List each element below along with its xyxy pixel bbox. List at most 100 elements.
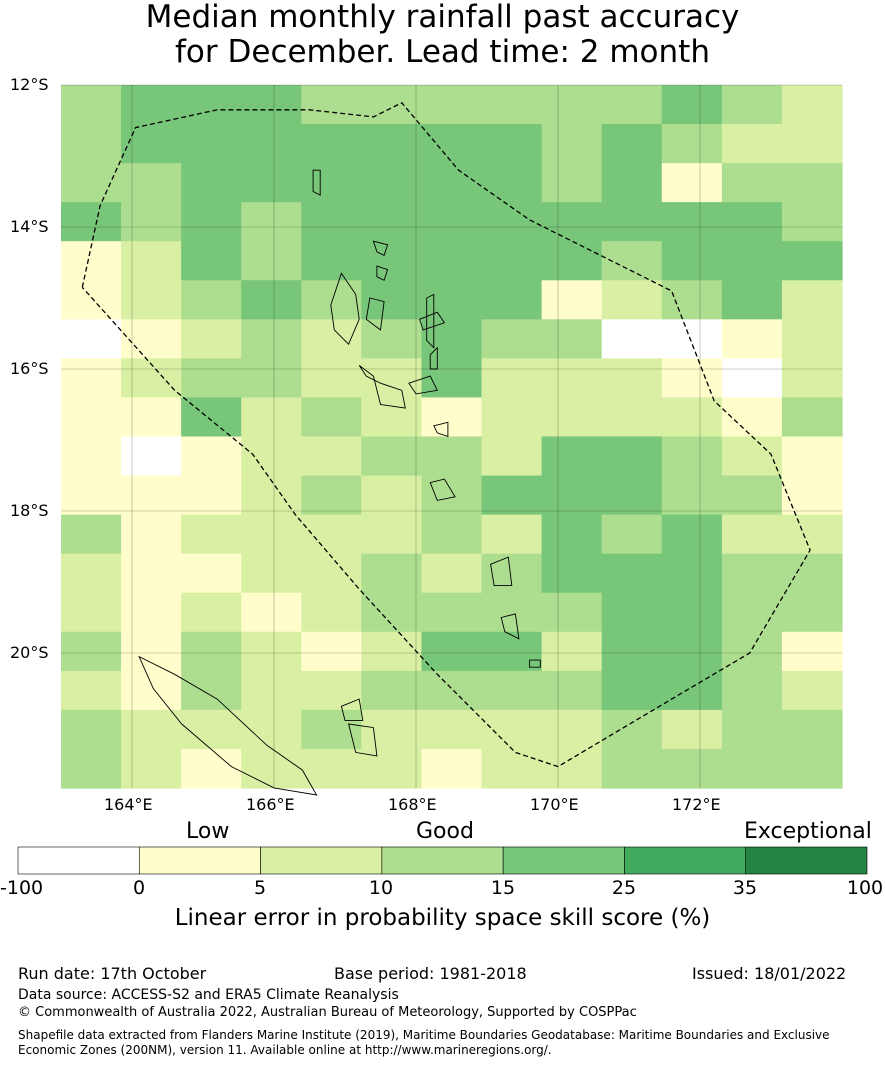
grid-cell xyxy=(721,514,783,555)
island-outline xyxy=(419,311,446,331)
grid-cell xyxy=(781,709,843,750)
grid-cell xyxy=(181,163,242,203)
grid-cell xyxy=(781,280,843,320)
grid-cell xyxy=(361,280,423,320)
grid-cell xyxy=(121,280,182,320)
island-outline xyxy=(429,478,456,501)
grid-cell xyxy=(601,553,663,594)
colorbar-segment xyxy=(17,846,140,875)
grid-cell xyxy=(601,85,663,125)
grid-cell xyxy=(781,631,843,672)
grid-cell xyxy=(421,631,483,672)
lon-label-166e: 166°E xyxy=(246,795,295,814)
grid-cell xyxy=(361,670,423,711)
grid-cell xyxy=(541,553,603,594)
grid-cell xyxy=(541,358,603,399)
grid-cell xyxy=(121,85,182,125)
grid-cell xyxy=(421,241,483,281)
grid-cell xyxy=(601,436,663,477)
grid-cell xyxy=(481,319,543,359)
grid-cell xyxy=(121,124,182,164)
grid-cell xyxy=(481,124,543,164)
grid-cell xyxy=(661,748,723,789)
grid-cell xyxy=(301,124,362,164)
grid-cell xyxy=(361,163,423,203)
grid-cell xyxy=(181,748,242,789)
grid-cell xyxy=(721,631,783,672)
grid-cell xyxy=(421,202,483,242)
island-outline xyxy=(529,659,541,668)
grid-cell xyxy=(241,592,302,633)
grid-cell xyxy=(241,85,302,125)
colorbar-tick-neg100: -100 xyxy=(0,877,44,899)
grid-cell xyxy=(661,397,723,438)
grid-cell xyxy=(241,631,302,672)
grid-cell xyxy=(361,202,423,242)
grid-cell xyxy=(361,748,423,789)
grid-cell xyxy=(241,709,302,750)
grid-cell xyxy=(781,553,843,594)
grid-cell xyxy=(361,436,423,477)
grid-cell xyxy=(241,436,302,477)
grid-cell xyxy=(121,475,182,516)
colorbar-segment xyxy=(624,846,747,875)
grid-cell xyxy=(61,397,122,438)
grid-cell xyxy=(541,475,603,516)
grid-cell xyxy=(541,592,603,633)
grid-cell xyxy=(781,592,843,633)
grid-cell xyxy=(181,514,242,555)
grid-cell xyxy=(601,319,663,359)
grid-cell xyxy=(181,592,242,633)
grid-cell xyxy=(181,709,242,750)
grid-cell xyxy=(421,436,483,477)
colorbar xyxy=(17,846,868,875)
grid-cell xyxy=(421,709,483,750)
legend-category-low: Low xyxy=(186,819,230,844)
grid-cell xyxy=(181,358,242,399)
grid-cell xyxy=(241,358,302,399)
colorbar-tick-0: 0 xyxy=(132,877,146,899)
eez-boundary xyxy=(81,101,811,768)
grid-cell xyxy=(61,514,122,555)
grid-cell xyxy=(241,163,302,203)
grid-cell xyxy=(721,709,783,750)
grid-cell xyxy=(301,358,362,399)
grid-cell xyxy=(601,202,663,242)
grid-cell xyxy=(181,202,242,242)
grid-cell xyxy=(61,280,122,320)
grid-cell xyxy=(241,124,302,164)
shapefile-credit-line-1: Shapefile data extracted from Flanders M… xyxy=(18,1028,830,1042)
grid-cell xyxy=(61,748,122,789)
grid-cell xyxy=(601,631,663,672)
grid-cell xyxy=(361,592,423,633)
colorbar-tick-35: 35 xyxy=(732,877,758,899)
title-line-2: for December. Lead time: 2 month xyxy=(175,34,710,70)
grid-cell xyxy=(301,85,362,125)
grid-cell xyxy=(721,748,783,789)
grid-cell xyxy=(661,514,723,555)
grid-cell xyxy=(481,631,543,672)
grid-cell xyxy=(481,85,543,125)
grid-cell xyxy=(61,85,122,125)
grid-cell xyxy=(301,241,362,281)
grid-cell xyxy=(541,124,603,164)
grid-cell xyxy=(601,670,663,711)
colorbar-segment xyxy=(502,846,625,875)
grid-cell xyxy=(301,748,362,789)
lon-label-170e: 170°E xyxy=(530,795,579,814)
grid-cell xyxy=(541,280,603,320)
grid-cell xyxy=(421,280,483,320)
grid-cell xyxy=(61,124,122,164)
grid-cell xyxy=(241,514,302,555)
grid-cell xyxy=(301,202,362,242)
grid-cell xyxy=(541,397,603,438)
legend-category-exceptional: Exceptional xyxy=(744,819,872,844)
grid-cell xyxy=(421,670,483,711)
grid-cell xyxy=(721,163,783,203)
grid-cell xyxy=(661,670,723,711)
grid-cell xyxy=(301,709,362,750)
grid-cell xyxy=(421,319,483,359)
colorbar-segment xyxy=(260,846,383,875)
grid-cell xyxy=(181,436,242,477)
grid-cell xyxy=(421,514,483,555)
